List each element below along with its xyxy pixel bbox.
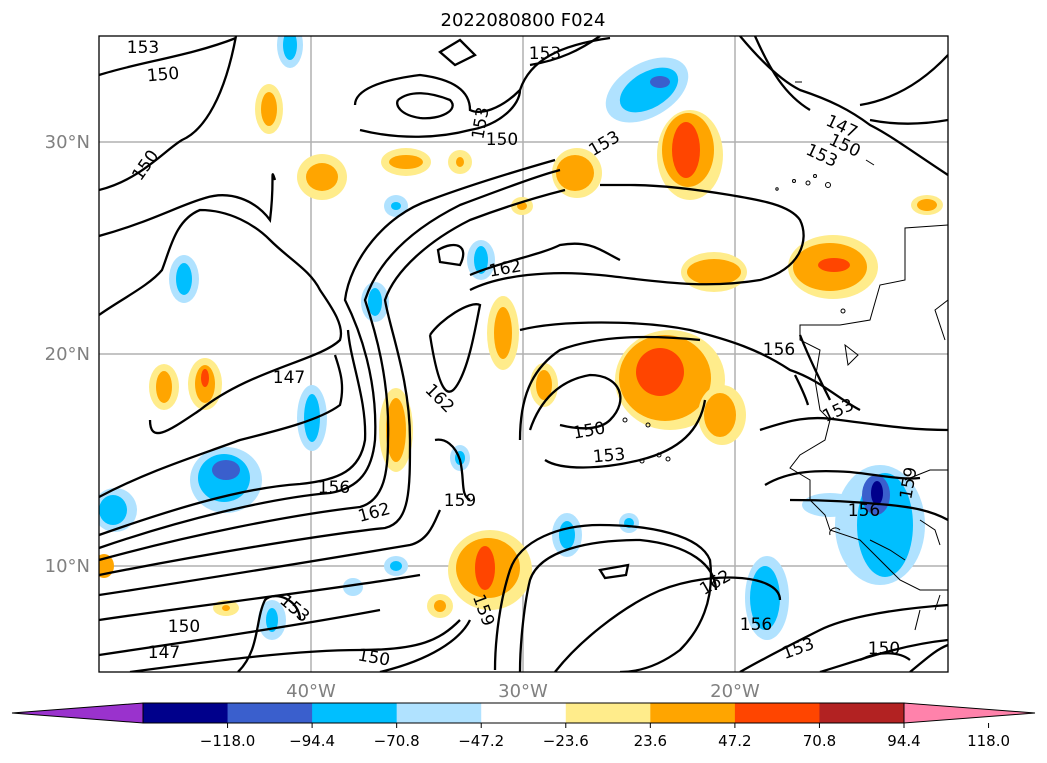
colorbar-tick-label: −118.0 <box>200 732 256 750</box>
colorbar-tick-label: −94.4 <box>289 732 335 750</box>
contour-label: 150 <box>571 418 606 443</box>
shaded-anomalies <box>99 36 943 640</box>
colorbar-outline <box>142 702 905 724</box>
colorbar-segment <box>143 703 229 723</box>
colorbar: −118.0 −94.4 −70.8 −47.2 −23.6 23.6 47.2 70.8 94… <box>11 702 1036 750</box>
colorbar-segment <box>819 703 905 723</box>
contour-label: 153 <box>127 38 159 58</box>
contour-label: 150 <box>128 147 163 185</box>
contour-label: 159 <box>444 491 476 511</box>
lat-label-10n: 10°N <box>45 556 90 577</box>
height-contours <box>99 36 948 672</box>
map-area <box>99 36 948 672</box>
contour-label: 156 <box>848 501 880 521</box>
colorbar-tick-label: 70.8 <box>803 732 836 750</box>
contour-label: 162 <box>421 380 458 417</box>
contour-label: 156 <box>318 478 350 498</box>
contour-label: 153 <box>592 445 626 468</box>
contour-label: 150 <box>486 130 518 150</box>
contour-label: 150 <box>868 639 900 659</box>
negative-shading <box>99 36 925 640</box>
lon-label-40w: 40°W <box>286 681 336 702</box>
colorbar-tick-label: −47.2 <box>458 732 504 750</box>
colorbar-segment <box>227 703 313 723</box>
contour-label: 150 <box>356 645 391 670</box>
lat-label-20n: 20°N <box>45 344 90 365</box>
contour-label: 147 <box>148 643 180 663</box>
colorbar-segment <box>312 703 398 723</box>
contour-label: 162 <box>487 256 522 281</box>
colorbar-tick-label: 23.6 <box>634 732 667 750</box>
contour-label: 153 <box>780 634 817 664</box>
colorbar-tick-label: −70.8 <box>374 732 420 750</box>
colorbar-tick-label: −23.6 <box>543 732 589 750</box>
colorbar-segment <box>650 703 736 723</box>
contour-label: 150 <box>146 64 180 87</box>
colorbar-segment <box>565 703 651 723</box>
positive-shading <box>99 84 943 618</box>
lon-label-20w: 20°W <box>710 681 760 702</box>
colorbar-tick-label: 118.0 <box>967 732 1010 750</box>
colorbar-tick-label: 47.2 <box>718 732 751 750</box>
colorbar-segment <box>481 703 567 723</box>
contour-label: 147 <box>273 368 305 388</box>
colorbar-segment <box>396 703 482 723</box>
colorbar-segment <box>734 703 820 723</box>
map-frame <box>98 35 949 673</box>
contour-label: 153 <box>529 44 561 64</box>
lat-label-30n: 30°N <box>45 132 90 153</box>
contour-label: 162 <box>696 566 734 600</box>
figure-title: 2022080800 F024 <box>441 10 606 31</box>
contour-label: 156 <box>763 340 795 360</box>
lon-label-30w: 30°W <box>498 681 548 702</box>
colorbar-extend-low <box>11 702 144 724</box>
contour-label: 156 <box>740 615 772 635</box>
contour-label: 150 <box>168 617 200 637</box>
colorbar-tick-label: 94.4 <box>887 732 920 750</box>
colorbar-extend-high <box>903 702 1036 724</box>
coastlines <box>622 81 948 631</box>
